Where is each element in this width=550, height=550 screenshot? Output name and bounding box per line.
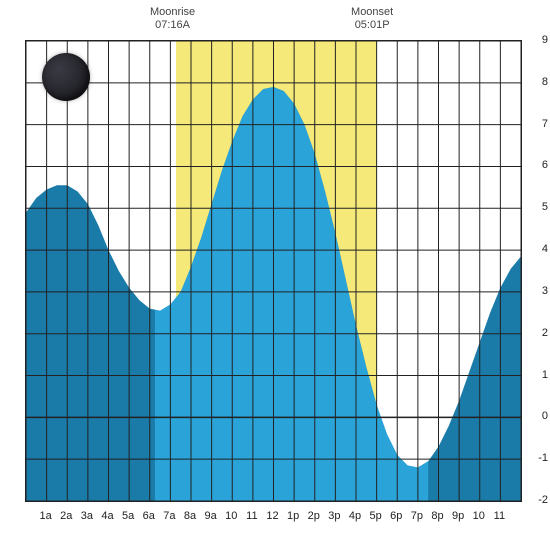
y-tick-label: 3 bbox=[528, 285, 548, 297]
x-tick-label: 9p bbox=[452, 510, 464, 522]
x-tick-label: 7a bbox=[163, 510, 175, 522]
x-tick-label: 1p bbox=[287, 510, 299, 522]
moon-phase-icon bbox=[42, 53, 90, 101]
y-tick-label: 9 bbox=[528, 34, 548, 46]
y-axis: -2-10123456789 bbox=[528, 40, 548, 500]
y-tick-label: 5 bbox=[528, 201, 548, 213]
x-tick-label: 5p bbox=[370, 510, 382, 522]
y-tick-label: -1 bbox=[528, 452, 548, 464]
x-tick-label: 11 bbox=[494, 510, 505, 522]
moonset-label: Moonset 05:01P bbox=[351, 6, 393, 32]
moonrise-label: Moonrise 07:16A bbox=[150, 6, 195, 32]
y-tick-label: -2 bbox=[528, 494, 548, 506]
top-labels: Moonrise 07:16A Moonset 05:01P bbox=[0, 0, 550, 40]
x-tick-label: 8a bbox=[184, 510, 196, 522]
x-tick-label: 4a bbox=[101, 510, 113, 522]
x-tick-label: 2p bbox=[308, 510, 320, 522]
x-tick-label: 3p bbox=[328, 510, 340, 522]
x-tick-label: 9a bbox=[205, 510, 217, 522]
x-tick-label: 10 bbox=[473, 510, 485, 522]
x-tick-label: 4p bbox=[349, 510, 361, 522]
x-tick-label: 6p bbox=[390, 510, 402, 522]
x-tick-label: 1a bbox=[40, 510, 52, 522]
x-tick-label: 3a bbox=[81, 510, 93, 522]
x-tick-label: 12 bbox=[266, 510, 278, 522]
x-tick-label: 5a bbox=[122, 510, 134, 522]
x-tick-label: 11 bbox=[246, 510, 257, 522]
y-tick-label: 6 bbox=[528, 159, 548, 171]
tide-chart: Moonrise 07:16A Moonset 05:01P 1a 2a 3a 4a 5… bbox=[0, 0, 550, 550]
y-tick-label: 7 bbox=[528, 118, 548, 130]
y-tick-label: 1 bbox=[528, 369, 548, 381]
y-tick-label: 8 bbox=[528, 76, 548, 88]
x-tick-label: 7p bbox=[411, 510, 423, 522]
moonset-time: 05:01P bbox=[355, 19, 390, 31]
moonset-text: Moonset bbox=[351, 6, 393, 18]
chart-svg bbox=[26, 41, 521, 501]
y-tick-label: 4 bbox=[528, 243, 548, 255]
y-tick-label: 2 bbox=[528, 327, 548, 339]
x-tick-label: 8p bbox=[431, 510, 443, 522]
y-tick-label: 0 bbox=[528, 410, 548, 422]
moonrise-time: 07:16A bbox=[155, 19, 190, 31]
moonrise-text: Moonrise bbox=[150, 6, 195, 18]
x-tick-label: 6a bbox=[143, 510, 155, 522]
plot-area bbox=[25, 40, 522, 502]
x-tick-label: 10 bbox=[225, 510, 237, 522]
x-tick-label: 2a bbox=[60, 510, 72, 522]
x-axis: 1a 2a 3a 4a 5a 6a 7a 8a 9a 10 11 12 1p 2p 3p 4p 5p 6p 7p 8p… bbox=[25, 510, 520, 530]
